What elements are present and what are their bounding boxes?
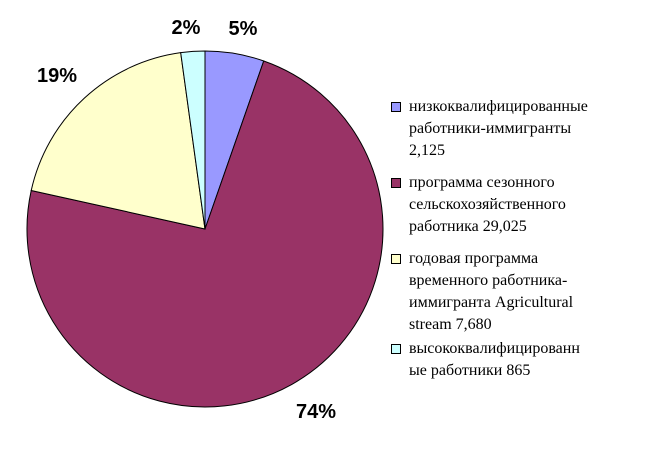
legend-item-4: высококвалифицированн ые работники 865 <box>391 338 653 382</box>
pie-percent-label-4: 2% <box>172 17 201 39</box>
legend-label-line: низкоквалифицированные <box>409 98 588 115</box>
pie-slice-4 <box>180 50 206 230</box>
legend-label-line: 2,125 <box>409 142 445 159</box>
legend-label-line: временного работника- <box>409 272 568 289</box>
pie-percent-label-1: 5% <box>229 18 258 40</box>
pie-percent-label-3: 19% <box>37 65 77 87</box>
legend-label-line: иммигранта Agricultural <box>409 294 574 311</box>
legend-label-line: работники-иммигранты <box>409 120 572 137</box>
legend-swatch-4 <box>391 344 401 354</box>
pie-slice-2 <box>26 60 384 408</box>
legend-swatch-1 <box>391 102 401 112</box>
legend-item-1: низкоквалифицированные работники-иммигран… <box>391 96 653 162</box>
legend-item-3: годовая программа временного работника-им… <box>391 248 653 336</box>
legend-label-line: сельскохозяйственного <box>409 196 566 213</box>
pie-slice-3 <box>30 52 206 230</box>
legend-label-line: работника 29,025 <box>409 218 527 235</box>
legend-label-line: высококвалифицированн <box>409 340 580 357</box>
legend-label-line: программа сезонного <box>409 174 555 191</box>
legend-label-line: ые работники 865 <box>409 362 531 379</box>
legend-label-line: stream 7,680 <box>409 316 492 333</box>
pie-percent-label-2: 74% <box>296 401 336 423</box>
legend-item-2: программа сезонного сельскохозяйственного… <box>391 172 653 238</box>
legend-label-line: годовая программа <box>409 250 539 267</box>
legend-swatch-3 <box>391 254 401 264</box>
legend: низкоквалифицированные работники-иммигран… <box>391 96 653 382</box>
legend-swatch-2 <box>391 178 401 188</box>
